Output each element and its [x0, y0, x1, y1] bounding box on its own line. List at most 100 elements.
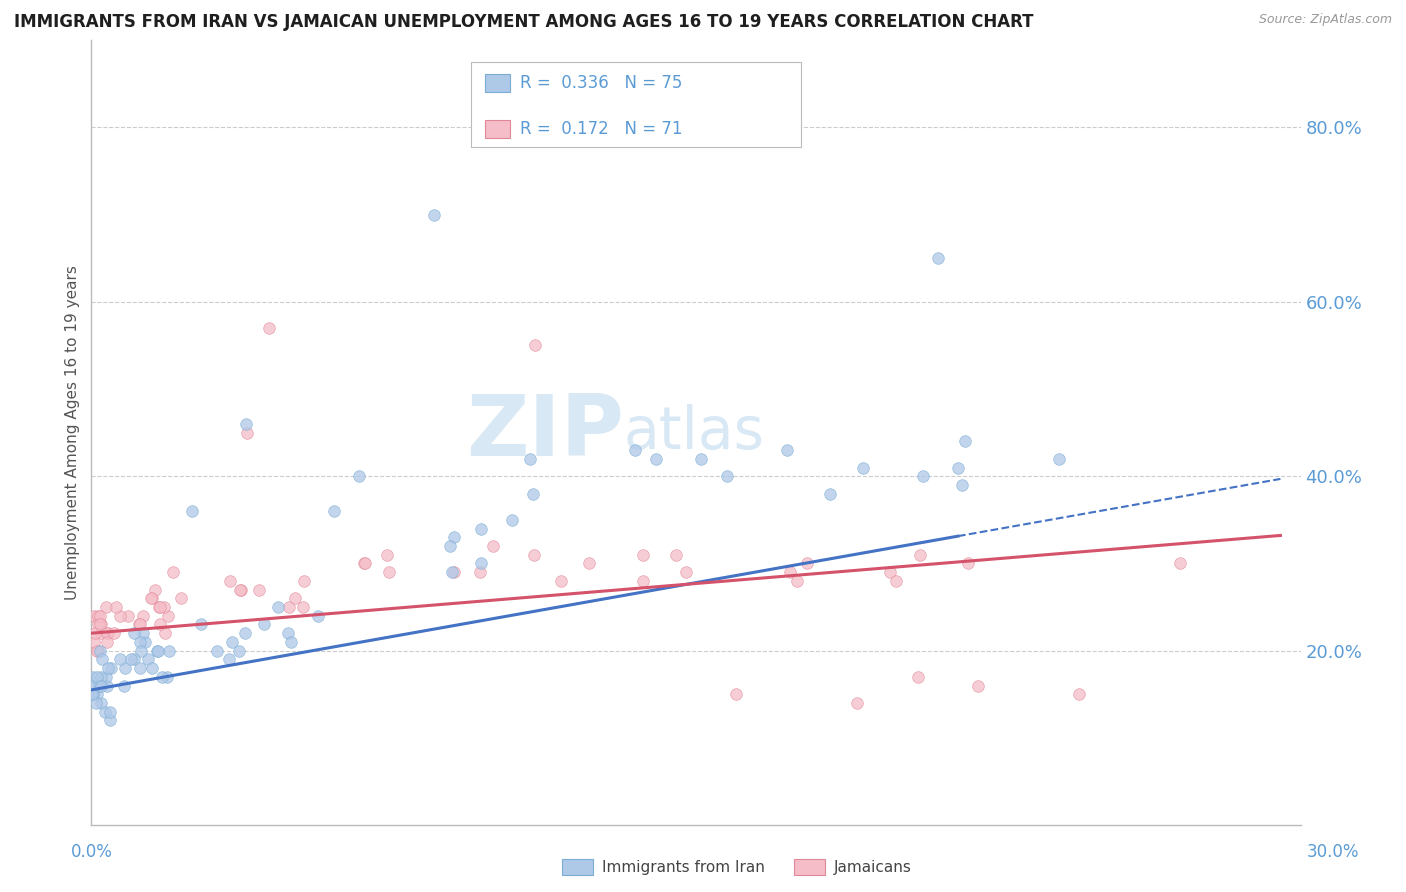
Point	[82, 670, 104, 684]
Point	[82, 679, 104, 693]
Point	[221, 635, 243, 649]
Point	[631, 548, 654, 562]
Point	[94, 705, 117, 719]
Point	[354, 557, 377, 571]
Point	[689, 451, 711, 466]
Point	[90, 626, 112, 640]
Point	[205, 643, 228, 657]
Point	[470, 565, 492, 579]
Point	[87, 617, 110, 632]
Point	[284, 591, 307, 606]
Point	[87, 608, 110, 623]
Point	[117, 608, 139, 623]
Point	[322, 504, 344, 518]
Point	[967, 679, 990, 693]
Point	[97, 661, 120, 675]
Point	[228, 643, 250, 657]
Point	[623, 443, 645, 458]
Point	[89, 617, 111, 632]
Point	[153, 626, 176, 640]
Point	[218, 574, 240, 588]
Text: R =  0.336   N = 75: R = 0.336 N = 75	[520, 74, 682, 92]
Point	[141, 661, 163, 675]
Point	[776, 443, 799, 458]
Point	[90, 617, 112, 632]
Point	[86, 643, 108, 657]
Point	[912, 469, 935, 483]
Point	[98, 714, 121, 728]
Point	[103, 626, 125, 640]
Point	[501, 513, 523, 527]
Point	[129, 643, 152, 657]
Point	[439, 539, 461, 553]
Point	[665, 548, 688, 562]
Point	[96, 600, 118, 615]
Point	[353, 557, 375, 571]
Point	[132, 608, 155, 623]
Point	[950, 478, 973, 492]
Text: ZIP: ZIP	[465, 391, 623, 475]
Text: R =  0.172   N = 71: R = 0.172 N = 71	[520, 120, 683, 138]
Point	[128, 635, 150, 649]
Point	[725, 687, 748, 701]
Point	[1067, 687, 1090, 701]
Point	[114, 661, 136, 675]
Point	[136, 652, 159, 666]
Point	[120, 652, 142, 666]
Point	[96, 626, 118, 640]
Point	[441, 565, 464, 579]
Point	[550, 574, 572, 588]
Point	[820, 486, 842, 500]
Point	[716, 469, 738, 483]
Point	[146, 643, 169, 657]
Point	[235, 417, 257, 431]
Point	[779, 565, 801, 579]
Point	[108, 652, 131, 666]
Point	[481, 539, 503, 553]
Point	[104, 600, 127, 615]
Point	[349, 469, 371, 483]
Point	[89, 679, 111, 693]
Point	[423, 208, 446, 222]
Point	[907, 670, 929, 684]
Point	[146, 643, 169, 657]
Point	[278, 600, 301, 615]
Point	[112, 679, 135, 693]
Point	[149, 617, 172, 632]
Point	[229, 582, 252, 597]
Point	[87, 679, 110, 693]
Point	[150, 670, 173, 684]
Point	[675, 565, 697, 579]
Point	[181, 504, 204, 518]
Point	[100, 661, 122, 675]
Point	[122, 652, 145, 666]
Point	[170, 591, 193, 606]
Point	[155, 670, 177, 684]
Point	[218, 652, 240, 666]
Point	[443, 530, 465, 544]
Point	[83, 626, 105, 640]
Point	[523, 338, 546, 352]
Point	[470, 522, 492, 536]
Point	[1168, 557, 1191, 571]
Point	[633, 574, 655, 588]
Point	[84, 696, 107, 710]
Point	[307, 608, 329, 623]
Point	[122, 626, 145, 640]
Point	[235, 425, 257, 440]
Point	[80, 687, 103, 701]
Text: IMMIGRANTS FROM IRAN VS JAMAICAN UNEMPLOYMENT AMONG AGES 16 TO 19 YEARS CORRELAT: IMMIGRANTS FROM IRAN VS JAMAICAN UNEMPLO…	[14, 13, 1033, 31]
Point	[267, 600, 290, 615]
Point	[879, 565, 901, 579]
Point	[153, 600, 176, 615]
Y-axis label: Unemployment Among Ages 16 to 19 years: Unemployment Among Ages 16 to 19 years	[65, 265, 80, 600]
Point	[852, 460, 875, 475]
Point	[89, 643, 111, 657]
Point	[190, 617, 212, 632]
Point	[946, 460, 969, 475]
Point	[157, 643, 180, 657]
Point	[129, 617, 152, 632]
Text: 30.0%: 30.0%	[1306, 843, 1360, 861]
Text: 0.0%: 0.0%	[70, 843, 112, 861]
Point	[519, 451, 541, 466]
